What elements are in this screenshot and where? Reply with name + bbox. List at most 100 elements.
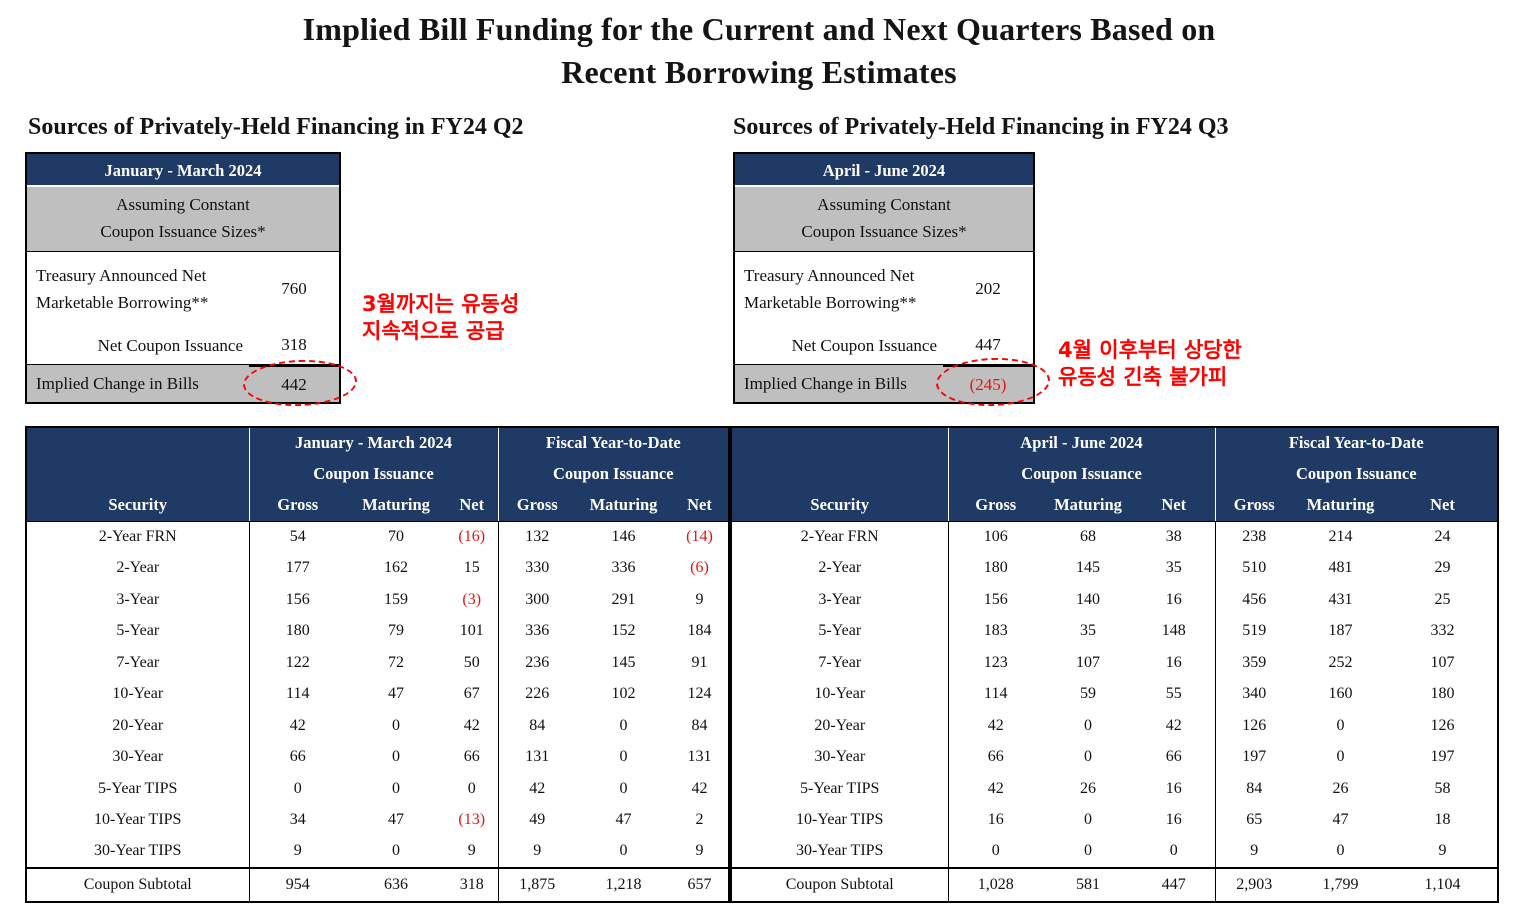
detail-tables: January - March 2024 Fiscal Year-to-Date… xyxy=(25,426,1499,903)
value-cell: 0 xyxy=(619,842,628,860)
security-name-cell: 10-Year xyxy=(112,685,164,703)
security-header-spacer xyxy=(731,427,948,489)
q3-assumption-band: Assuming Constant Coupon Issuance Sizes* xyxy=(735,187,1033,252)
value-cell: 140 xyxy=(1076,590,1100,608)
subtotal-cell: 318 xyxy=(446,866,498,902)
value-cell: 359 xyxy=(1214,647,1293,679)
value-cell: 197 xyxy=(1214,741,1293,773)
q3-summary-table: April - June 2024 Assuming Constant Coup… xyxy=(733,152,1035,404)
value-cell: 16 xyxy=(1165,779,1182,797)
value-cell: 236 xyxy=(497,647,576,679)
value-cell: 25 xyxy=(1434,590,1451,608)
value-cell: 16 xyxy=(947,804,1043,836)
value-cell: 114 xyxy=(248,678,346,710)
value-cell: 431 xyxy=(1328,590,1353,608)
value-cell: 16 xyxy=(1165,653,1182,671)
value-cell: 9 xyxy=(1214,836,1293,868)
value-cell: 180 xyxy=(947,552,1043,584)
subtotal-cell: 1,799 xyxy=(1293,866,1388,902)
security-name-cell: 20-Year xyxy=(112,716,164,734)
q3-detail-header: April - June 2024 Fiscal Year-to-Date Co… xyxy=(731,427,1498,522)
net-coupon-label: Net Coupon Issuance xyxy=(791,335,937,355)
net-column-header: Net xyxy=(446,489,498,522)
value-cell: 187 xyxy=(1328,622,1353,640)
q2-subtotal-row: Coupon Subtotal 954 636 318 1,875 1,218 … xyxy=(26,866,729,902)
net-coupon-value: 447 xyxy=(975,335,1001,354)
security-name-cell: 5-Year TIPS xyxy=(800,779,880,797)
value-cell: 106 xyxy=(947,521,1043,553)
security-name-cell: 5-Year TIPS xyxy=(98,779,178,797)
value-cell: 9 xyxy=(248,836,346,868)
value-cell: 47 xyxy=(615,811,632,829)
value-cell: 162 xyxy=(384,559,408,577)
value-cell: 180 xyxy=(1430,685,1455,703)
security-name-cell: 3-Year xyxy=(818,590,862,608)
value-cell: 197 xyxy=(1430,748,1455,766)
value-cell: 146 xyxy=(611,528,636,545)
security-row: 20-Year 42 0 42 84 0 84 xyxy=(26,710,729,742)
value-cell: 42 xyxy=(497,773,576,805)
q3-subtotal-row: Coupon Subtotal 1,028 581 447 2,903 1,79… xyxy=(731,866,1498,902)
q3-detail-table: April - June 2024 Fiscal Year-to-Date Co… xyxy=(730,426,1499,903)
security-name-cell: 10-Year TIPS xyxy=(94,811,182,829)
borrowing-label-line1: Treasury Announced Net xyxy=(36,266,207,285)
value-cell: (13) xyxy=(458,811,486,829)
q2-net-coupon-row: Net Coupon Issuance 318 xyxy=(27,326,339,364)
value-cell: 0 xyxy=(1336,716,1345,734)
value-cell: 16 xyxy=(1165,811,1182,829)
value-cell: 0 xyxy=(248,773,346,805)
net-coupon-label: Net Coupon Issuance xyxy=(97,335,243,355)
value-cell: 0 xyxy=(1169,842,1178,860)
q2-detail-table: January - March 2024 Fiscal Year-to-Date… xyxy=(25,426,730,903)
value-cell: 131 xyxy=(497,741,576,773)
security-row: 7-Year 123 107 16 359 252 107 xyxy=(731,647,1498,679)
value-cell: 66 xyxy=(1165,748,1182,766)
value-cell: 84 xyxy=(497,710,576,742)
q2-period-header: January - March 2024 xyxy=(27,154,339,187)
borrowing-label: Treasury Announced Net Marketable Borrow… xyxy=(735,252,943,326)
subtotal-cell: 657 xyxy=(671,866,729,902)
value-cell: 0 xyxy=(1084,716,1092,734)
value-cell: 42 xyxy=(463,716,480,734)
value-cell: 300 xyxy=(497,584,576,616)
value-cell: 226 xyxy=(497,678,576,710)
q2-implied-bills-row: Implied Change in Bills 442 xyxy=(27,364,339,402)
value-cell: 0 xyxy=(619,748,628,766)
value-cell: 35 xyxy=(1165,559,1182,577)
security-name-cell: 2-Year FRN xyxy=(800,528,879,545)
value-cell: (14) xyxy=(686,528,713,545)
page-title-line1: Implied Bill Funding for the Current and… xyxy=(302,11,1216,47)
maturing-column-header: Maturing xyxy=(1043,489,1133,522)
value-cell: 122 xyxy=(248,647,346,679)
value-cell: 0 xyxy=(467,779,476,797)
value-cell: 9 xyxy=(695,590,704,608)
value-cell: 159 xyxy=(384,590,408,608)
security-row: 5-Year TIPS 42 26 16 84 26 58 xyxy=(731,773,1498,805)
value-cell: 126 xyxy=(1430,716,1455,734)
value-cell: 156 xyxy=(947,584,1043,616)
subtotal-cell: 1,218 xyxy=(576,866,671,902)
value-cell: 336 xyxy=(497,615,576,647)
value-cell: 70 xyxy=(388,528,404,545)
implied-bills-value: (245) xyxy=(943,364,1033,402)
security-row: 10-Year 114 59 55 340 160 180 xyxy=(731,678,1498,710)
q2-fytd-group-header: Fiscal Year-to-Date xyxy=(497,427,729,458)
q3-annotation-line1: 4월 이후부터 상당한 xyxy=(1058,338,1242,362)
subtotal-cell: 1,875 xyxy=(497,866,576,902)
security-row: 3-Year 156 140 16 456 431 25 xyxy=(731,584,1498,616)
security-name-cell: 2-Year xyxy=(116,559,160,577)
security-name-cell: 3-Year xyxy=(116,590,160,608)
value-cell: 58 xyxy=(1434,779,1451,797)
q2-assumption-band: Assuming Constant Coupon Issuance Sizes* xyxy=(27,187,339,252)
value-cell: 107 xyxy=(1430,653,1455,671)
security-name-cell: 2-Year xyxy=(818,559,862,577)
value-cell: 519 xyxy=(1214,615,1293,647)
security-row: 30-Year TIPS 9 0 9 9 0 9 xyxy=(26,836,729,868)
value-cell: 42 xyxy=(947,773,1043,805)
value-cell: 252 xyxy=(1328,653,1353,671)
value-cell: 332 xyxy=(1430,622,1455,640)
value-cell: 65 xyxy=(1214,804,1293,836)
value-cell: 9 xyxy=(497,836,576,868)
value-cell: 15 xyxy=(463,559,480,577)
security-name-cell: 2-Year FRN xyxy=(98,528,177,545)
